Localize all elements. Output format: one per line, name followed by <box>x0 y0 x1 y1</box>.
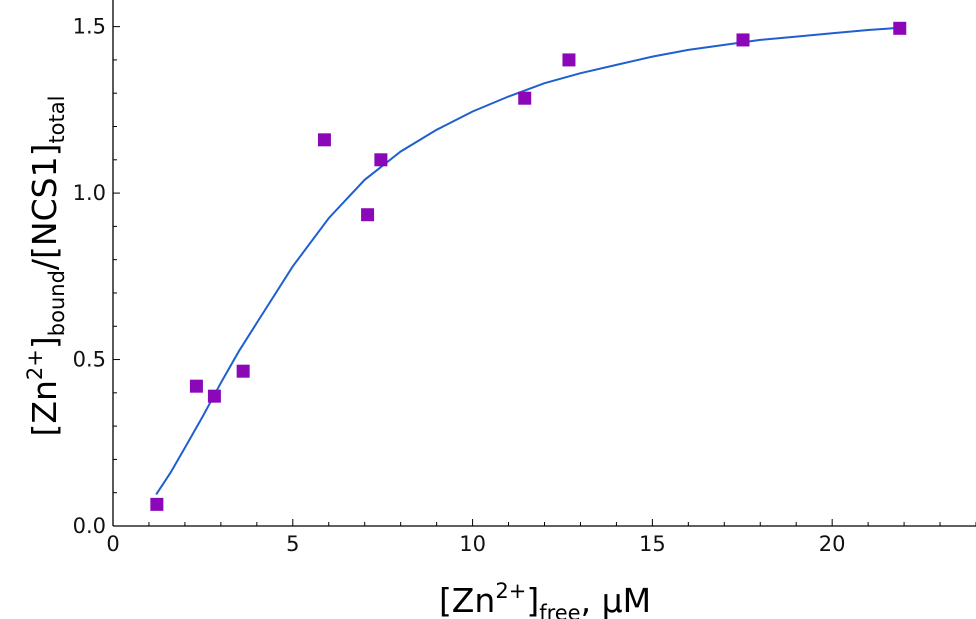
ticks: 0 5 10 15 20 0.0 0.5 1.0 1.5 <box>73 15 976 556</box>
x-tick-label: 20 <box>819 532 846 556</box>
data-point <box>562 53 576 67</box>
data-point <box>361 208 375 222</box>
y-tick-label: 1.5 <box>73 15 106 39</box>
data-point <box>236 364 250 378</box>
data-point <box>189 379 203 393</box>
fit-curve-group <box>155 27 897 495</box>
x-axis-title: [Zn2+]free, µM <box>439 579 651 619</box>
y-axis-title: [Zn2+]bound/[NCS1]total <box>23 96 69 437</box>
x-tick-label: 5 <box>286 532 299 556</box>
data-point <box>317 133 331 147</box>
x-tick-label: 10 <box>459 532 486 556</box>
x-tick-label: 0 <box>106 532 119 556</box>
data-point <box>374 153 388 167</box>
y-tick-label: 0.0 <box>73 514 106 538</box>
axes <box>112 0 976 527</box>
data-point <box>207 389 221 403</box>
data-point <box>150 497 164 511</box>
fit-curve <box>155 27 897 495</box>
data-point <box>518 91 532 105</box>
data-point <box>736 33 750 47</box>
data-point <box>893 21 907 35</box>
y-tick-label: 0.5 <box>73 348 106 372</box>
data-points <box>150 21 907 511</box>
x-tick-label: 15 <box>639 532 666 556</box>
y-tick-label: 1.0 <box>73 181 106 205</box>
